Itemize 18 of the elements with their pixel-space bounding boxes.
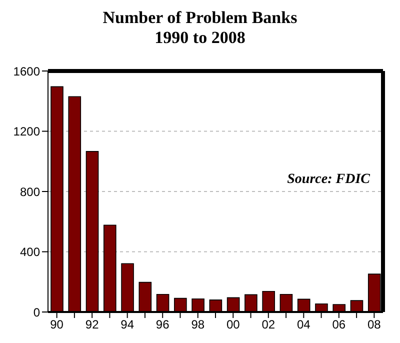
x-tick-label: 92 (85, 318, 100, 332)
x-tick-label: 00 (226, 318, 240, 332)
x-tick-label: 94 (120, 318, 134, 332)
x-tick-label: 96 (156, 318, 170, 332)
y-tick-label: 1200 (13, 124, 40, 139)
x-tick-label: 08 (368, 318, 382, 332)
x-tick-label: 02 (262, 318, 276, 332)
x-tick-label: 98 (191, 318, 205, 332)
y-tick-label: 400 (20, 245, 40, 260)
y-tick-label: 1600 (13, 64, 40, 78)
chart-subtitle: 1990 to 2008 (154, 28, 246, 48)
chart-title: Number of Problem Banks (102, 8, 298, 28)
annotation: Source: FDIC (287, 172, 370, 188)
y-tick-label: 800 (20, 184, 40, 199)
x-tick-label: 90 (50, 318, 64, 332)
x-tick-label: 04 (296, 318, 311, 332)
x-tick-label: 06 (332, 318, 346, 332)
y-tick-label: 0 (33, 305, 40, 320)
